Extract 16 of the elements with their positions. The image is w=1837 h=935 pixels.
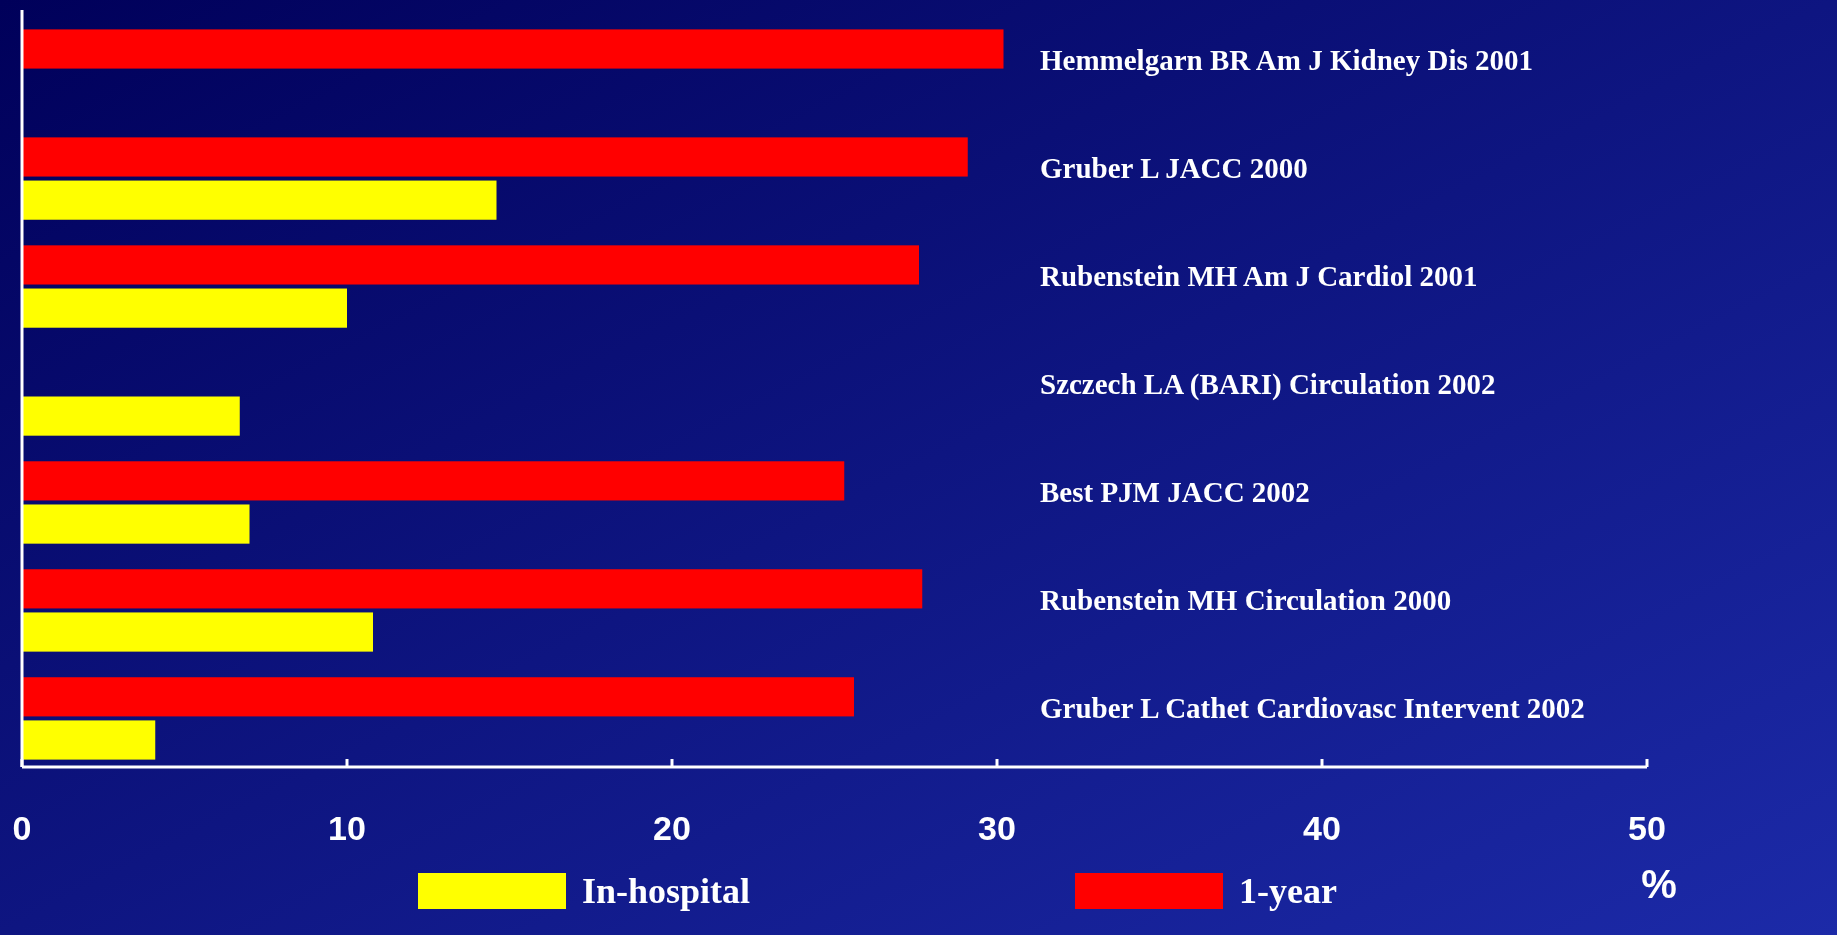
y-tick-label: Hemmelgarn BR Am J Kidney Dis 2001 <box>1040 44 1533 77</box>
y-tick-label: Szczech LA (BARI) Circulation 2002 <box>1040 368 1496 402</box>
x-tick-label: 0 <box>12 809 32 847</box>
x-tick-label: 40 <box>1303 809 1341 847</box>
y-tick-label: Gruber L Cathet Cardiovasc Intervent 2002 <box>1040 692 1585 725</box>
y-tick-label: Best PJM JACC 2002 <box>1040 476 1310 509</box>
x-tick-label: 10 <box>328 809 366 847</box>
x-tick-label: 30 <box>978 809 1016 847</box>
y-tick-label: Rubenstein MH Am J Cardiol 2001 <box>1040 260 1478 293</box>
y-tick-label: Gruber L JACC 2000 <box>1040 152 1308 185</box>
x-axis-title: % <box>1641 862 1677 906</box>
legend-label: 1-year <box>1239 871 1337 911</box>
y-tick-label: Rubenstein MH Circulation 2000 <box>1040 584 1452 617</box>
x-tick-label: 20 <box>653 809 691 847</box>
x-tick-label: 50 <box>1628 809 1666 847</box>
legend-label: In-hospital <box>582 871 751 911</box>
